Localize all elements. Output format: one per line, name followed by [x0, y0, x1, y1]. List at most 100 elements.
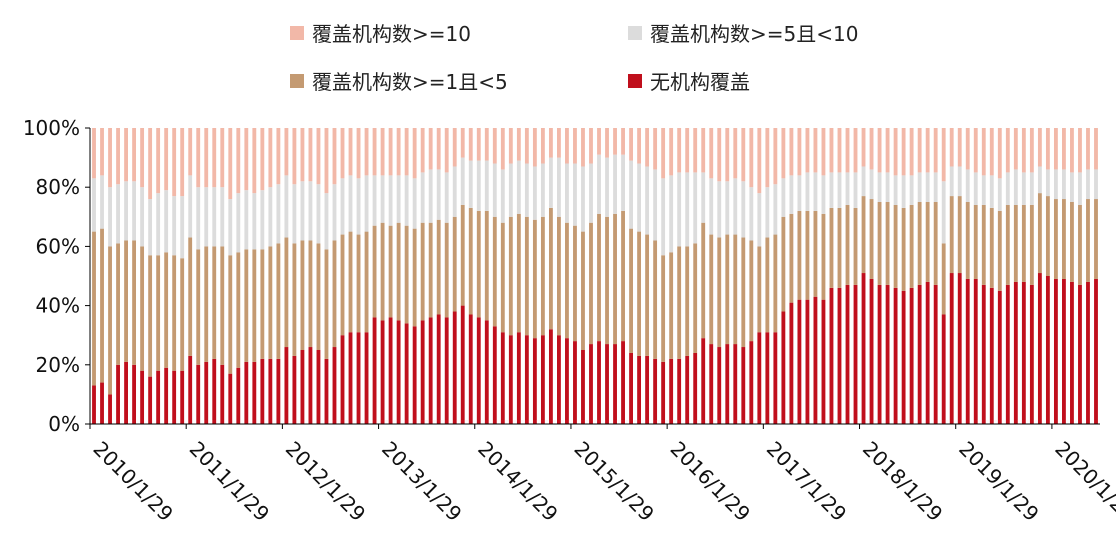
legend-item-none: 无机构覆盖	[628, 66, 750, 95]
bar-segment-1to5	[797, 210, 802, 300]
bar-segment-ge10	[148, 128, 153, 200]
bar-segment-5to10	[837, 172, 842, 208]
bar-segment-none	[573, 341, 577, 424]
bar-segment-none	[276, 358, 281, 424]
bar-segment-ge10	[172, 128, 177, 197]
bar-segment-1to5	[805, 210, 810, 300]
bar-segment-ge10	[813, 128, 818, 173]
bar-segment-1to5	[725, 234, 730, 345]
bars-layer	[92, 128, 1098, 424]
bar-segment-ge10	[300, 128, 305, 182]
bar-segment-1to5	[789, 213, 794, 303]
bar-segment-5to10	[965, 169, 970, 202]
bar-segment-none	[476, 317, 481, 424]
bar-segment-ge10	[661, 128, 666, 179]
bar-segment-none	[677, 358, 682, 424]
bar-segment-1to5	[388, 225, 393, 318]
bar-segment-ge10	[597, 128, 601, 155]
bar-segment-1to5	[861, 196, 866, 274]
bar-segment-none	[773, 332, 778, 424]
bar-segment-1to5	[452, 216, 457, 312]
bar-segment-1to5	[308, 240, 313, 348]
bar-segment-5to10	[124, 181, 128, 241]
bar-segment-ge10	[653, 128, 658, 170]
bar-segment-5to10	[933, 172, 938, 202]
bar-segment-ge10	[965, 128, 970, 170]
bar-segment-none	[420, 320, 425, 424]
bar-segment-1to5	[124, 240, 128, 362]
bar-segment-1to5	[941, 243, 946, 315]
bar-segment-1to5	[180, 258, 185, 371]
bar-segment-none	[1062, 278, 1066, 424]
bar-segment-1to5	[420, 222, 425, 321]
bar-segment-none	[669, 358, 674, 424]
bar-segment-5to10	[957, 166, 962, 197]
legend-item-ge10: 覆盖机构数>=10	[290, 18, 471, 47]
x-tick-label: 2014/1/29	[473, 437, 562, 526]
bar-segment-5to10	[204, 187, 209, 247]
bar-segment-ge10	[605, 128, 609, 158]
bar-segment-ge10	[909, 128, 914, 176]
bar-segment-5to10	[268, 187, 273, 247]
bar-segment-1to5	[845, 204, 850, 285]
bar-segment-5to10	[356, 178, 361, 235]
bar-segment-1to5	[837, 207, 842, 288]
bar-segment-none	[148, 376, 153, 424]
bar-segment-ge10	[933, 128, 938, 173]
bar-segment-none	[180, 370, 185, 424]
bar-segment-1to5	[965, 202, 970, 279]
bar-segment-1to5	[108, 246, 112, 395]
bar-segment-1to5	[356, 234, 361, 333]
bar-segment-1to5	[116, 243, 120, 365]
bar-segment-5to10	[116, 184, 120, 244]
bar-segment-5to10	[1094, 169, 1098, 200]
bar-segment-none	[460, 305, 465, 424]
bar-segment-5to10	[893, 175, 898, 205]
bar-segment-none	[356, 332, 361, 424]
bar-segment-ge10	[901, 128, 906, 176]
legend-label-5to10: 覆盖机构数>=5且<10	[650, 22, 859, 46]
bar-segment-1to5	[829, 207, 834, 288]
bar-segment-1to5	[364, 231, 369, 333]
bar-segment-none	[973, 278, 978, 424]
bar-segment-ge10	[877, 128, 882, 173]
bar-segment-ge10	[348, 128, 353, 176]
bar-segment-none	[981, 284, 986, 424]
bar-segment-1to5	[1053, 199, 1058, 279]
bar-segment-ge10	[669, 128, 674, 176]
bar-segment-ge10	[452, 128, 457, 167]
bar-segment-5to10	[589, 163, 593, 223]
bar-segment-5to10	[789, 175, 794, 214]
bar-segment-ge10	[460, 128, 465, 158]
bar-segment-none	[204, 361, 209, 424]
bar-segment-none	[925, 281, 930, 424]
bar-segment-1to5	[412, 228, 417, 327]
bar-segment-none	[877, 284, 882, 424]
bar-segment-none	[741, 347, 746, 424]
bar-segment-5to10	[260, 190, 265, 250]
y-tick-label: 100%	[23, 116, 80, 140]
bar-segment-none	[613, 344, 617, 424]
bar-segment-1to5	[404, 225, 409, 324]
bar-segment-1to5	[693, 243, 698, 353]
bar-segment-1to5	[444, 222, 449, 318]
bar-segment-none	[621, 341, 625, 424]
bar-segment-1to5	[933, 202, 938, 285]
bar-segment-5to10	[228, 199, 233, 256]
bar-segment-none	[308, 347, 313, 424]
legend-item-5to10: 覆盖机构数>=5且<10	[628, 18, 858, 47]
bar-segment-5to10	[388, 175, 393, 226]
bar-segment-5to10	[677, 172, 682, 247]
bar-segment-ge10	[821, 128, 826, 176]
bar-segment-1to5	[1037, 193, 1042, 274]
bar-segment-none	[693, 352, 698, 424]
bar-segment-1to5	[621, 210, 625, 342]
bar-segment-ge10	[220, 128, 225, 188]
bar-segment-ge10	[260, 128, 265, 191]
x-tick-label: 2017/1/29	[762, 437, 851, 526]
bar-segment-5to10	[853, 172, 858, 208]
bar-segment-ge10	[573, 128, 577, 164]
bar-segment-ge10	[476, 128, 481, 161]
bar-segment-ge10	[228, 128, 233, 200]
bar-segment-5to10	[557, 157, 561, 217]
